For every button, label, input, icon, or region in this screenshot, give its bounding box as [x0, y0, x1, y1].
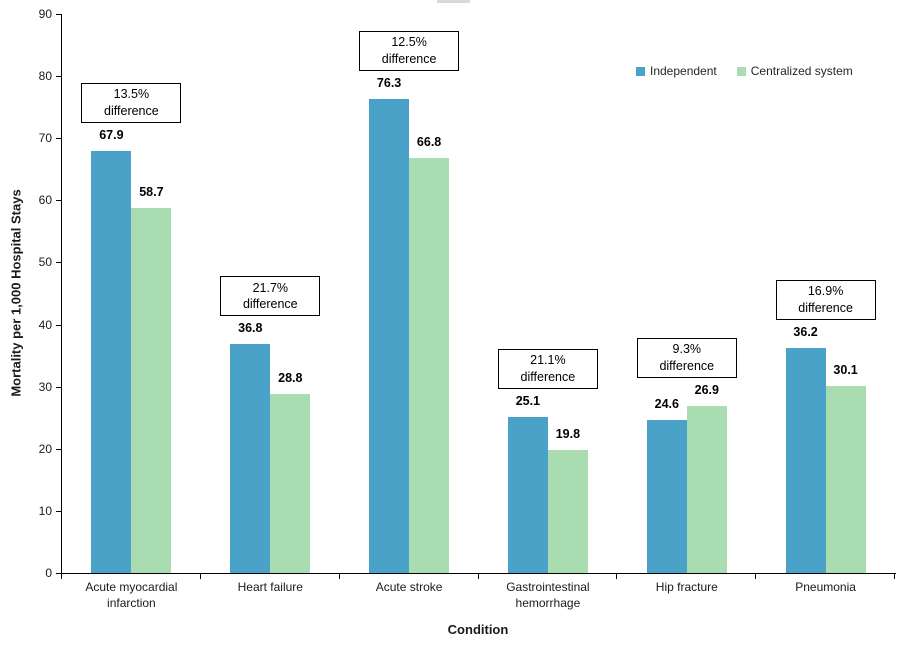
bar-independent — [646, 420, 687, 573]
x-tick-mark — [200, 573, 201, 579]
bar-centralized-system — [270, 394, 311, 573]
legend: Independent Centralized system — [636, 64, 853, 78]
y-tick-label: 0 — [45, 566, 52, 580]
bar-value-label: 76.3 — [376, 76, 402, 91]
y-tick-label: 60 — [38, 193, 52, 207]
bar-centralized-system — [409, 158, 450, 573]
bar-value-label: 19.8 — [555, 427, 581, 441]
bar-value-label: 28.8 — [278, 371, 303, 386]
bar-independent — [507, 417, 548, 573]
y-tick-label: 80 — [38, 69, 52, 83]
y-axis-line — [61, 14, 62, 574]
x-category-label: Acute stroke — [375, 580, 443, 594]
bar-value-label: 36.8 — [238, 321, 263, 336]
x-category-label: Acute myocardial infarction — [85, 580, 178, 610]
bar-independent — [785, 348, 826, 573]
y-tick-mark — [56, 262, 61, 263]
bar-independent — [369, 99, 410, 573]
x-tick-mark — [339, 573, 340, 579]
bar-value-label: 26.9 — [694, 382, 719, 397]
y-tick-mark — [56, 14, 61, 15]
bar-value-label: 25.1 — [515, 394, 541, 409]
x-category-label: Pneumonia — [795, 580, 856, 594]
legend-item: Centralized system — [736, 64, 853, 78]
x-tick-mark — [755, 573, 756, 579]
legend-swatch-icon — [636, 66, 645, 76]
difference-annotation: 21.7% difference — [220, 276, 321, 317]
x-axis-title: Condition — [447, 622, 509, 637]
x-tick-mark — [616, 573, 617, 579]
bar-independent — [230, 344, 271, 573]
x-category-label: Hip fracture — [655, 580, 718, 594]
difference-annotation: 21.1% difference — [497, 349, 598, 390]
bar-centralized-system — [547, 450, 588, 573]
bar-value-label: 36.2 — [793, 325, 818, 340]
y-tick-mark — [56, 573, 61, 574]
x-category-label: Heart failure — [237, 580, 303, 594]
y-tick-label: 30 — [38, 380, 52, 394]
y-tick-label: 70 — [38, 131, 52, 145]
legend-label: Independent — [650, 64, 717, 78]
bar-value-label: 30.1 — [833, 363, 858, 377]
difference-annotation: 13.5% difference — [81, 83, 182, 124]
bar-value-label: 58.7 — [139, 185, 164, 200]
y-tick-mark — [56, 325, 61, 326]
bar-centralized-system — [131, 208, 172, 573]
difference-annotation: 16.9% difference — [775, 280, 876, 321]
y-tick-label: 10 — [38, 504, 52, 518]
y-tick-mark — [56, 387, 61, 388]
y-tick-mark — [56, 449, 61, 450]
y-tick-mark — [56, 200, 61, 201]
difference-annotation: 9.3% difference — [636, 337, 737, 378]
bar-value-label: 24.6 — [654, 397, 679, 412]
bar-value-label: 66.8 — [416, 135, 442, 150]
legend-item: Independent — [636, 64, 717, 78]
y-tick-label: 20 — [38, 442, 52, 456]
x-tick-mark — [61, 573, 62, 579]
bar-centralized-system — [686, 405, 727, 573]
bar-independent — [91, 151, 132, 573]
legend-label: Centralized system — [750, 64, 853, 78]
x-category-label: Gastrointestinal hemorrhage — [506, 580, 590, 610]
y-tick-mark — [56, 511, 61, 512]
y-tick-mark — [56, 138, 61, 139]
y-axis-title: Mortality per 1,000 Hospital Stays — [8, 189, 24, 397]
y-tick-mark — [56, 76, 61, 77]
difference-annotation: 12.5% difference — [359, 31, 460, 72]
x-tick-mark — [478, 573, 479, 579]
cropped-title-artifact — [437, 0, 470, 3]
y-tick-label: 90 — [38, 7, 52, 21]
legend-swatch-icon — [736, 66, 746, 76]
bar-centralized-system — [825, 386, 866, 573]
y-tick-label: 40 — [38, 318, 52, 332]
bar-value-label: 67.9 — [99, 128, 124, 143]
y-tick-label: 50 — [38, 255, 52, 269]
x-tick-mark — [894, 573, 895, 579]
